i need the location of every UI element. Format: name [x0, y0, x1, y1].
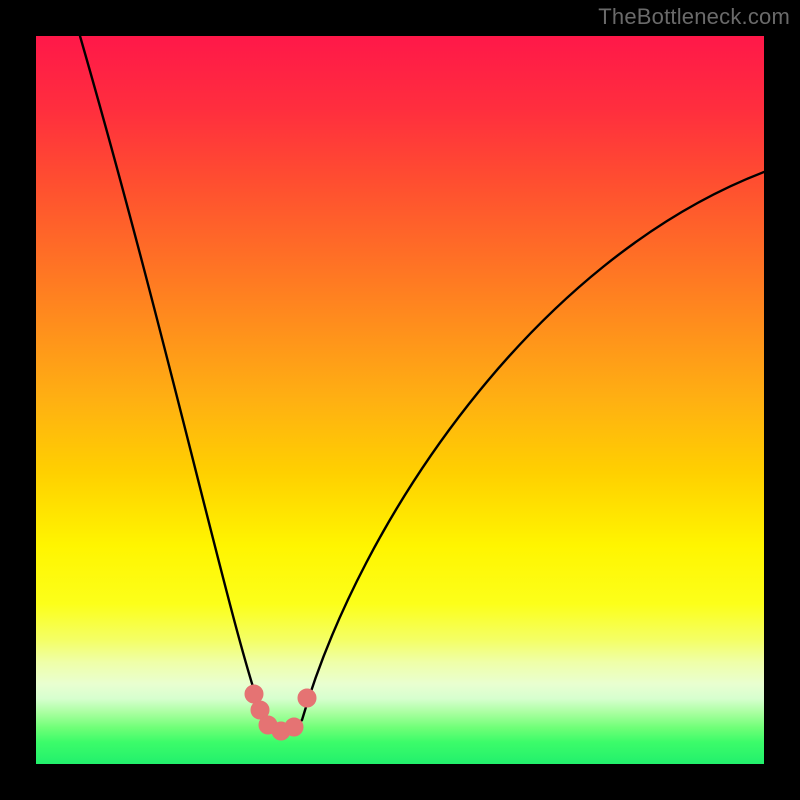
- gradient-plot-area: [36, 36, 764, 764]
- curve-marker: [245, 685, 263, 703]
- chart-canvas: TheBottleneck.com: [0, 0, 800, 800]
- curve-marker: [298, 689, 316, 707]
- bottleneck-chart-svg: [0, 0, 800, 800]
- watermark-text: TheBottleneck.com: [598, 4, 790, 30]
- curve-marker: [285, 718, 303, 736]
